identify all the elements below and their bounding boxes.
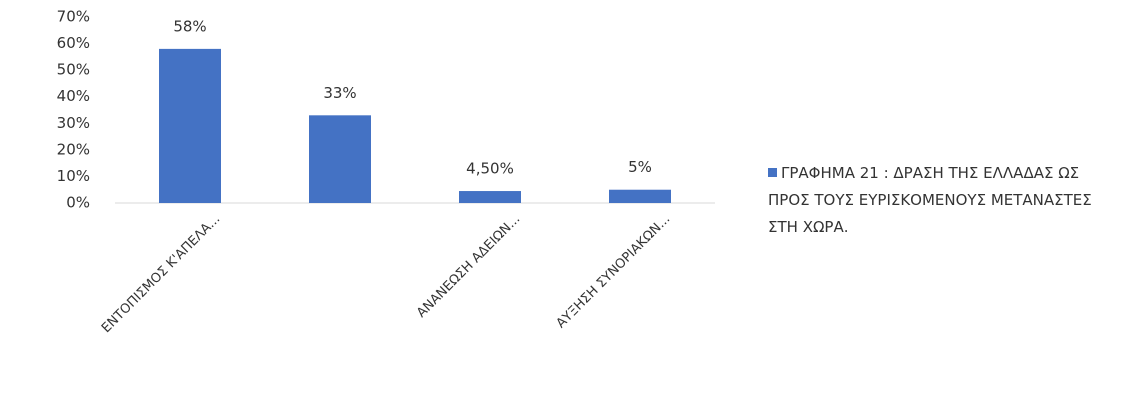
- y-tick-label: 60%: [57, 34, 90, 52]
- legend-label: ΓΡΑΦΗΜΑ 21 : ΔΡΑΣΗ ΤΗΣ ΕΛΛΑΔΑΣ ΩΣ ΠΡΟΣ Τ…: [768, 164, 1092, 236]
- bar: [459, 191, 521, 203]
- data-label: 5%: [628, 158, 652, 176]
- legend: ΓΡΑΦΗΜΑ 21 : ΔΡΑΣΗ ΤΗΣ ΕΛΛΑΔΑΣ ΩΣ ΠΡΟΣ Τ…: [768, 160, 1118, 241]
- bar: [609, 189, 671, 203]
- x-tick-label: ΕΝΤΟΠΙΣΜΟΣ Κ'ΑΠΕΛΑ...: [99, 212, 223, 336]
- bar: [159, 48, 221, 204]
- y-tick-label: 50%: [57, 61, 90, 79]
- legend-key: [768, 168, 777, 177]
- data-label: 33%: [323, 84, 356, 102]
- data-label: 4,50%: [466, 160, 514, 178]
- y-tick-label: 0%: [66, 194, 90, 212]
- y-tick-label: 70%: [57, 8, 90, 26]
- y-tick-label: 40%: [57, 87, 90, 105]
- x-tick-label: ΑΝΑΝΕΩΣΗ ΑΔΕΙΩΝ...: [414, 212, 523, 321]
- x-tick-label: ΑΥΞΗΣΗ ΣΥΝΟΡΙΑΚΩΝ...: [554, 212, 674, 332]
- y-tick-label: 20%: [57, 140, 90, 158]
- y-tick-label: 10%: [57, 167, 90, 185]
- data-label: 58%: [173, 17, 206, 35]
- y-tick-label: 30%: [57, 114, 90, 132]
- bar: [309, 115, 371, 203]
